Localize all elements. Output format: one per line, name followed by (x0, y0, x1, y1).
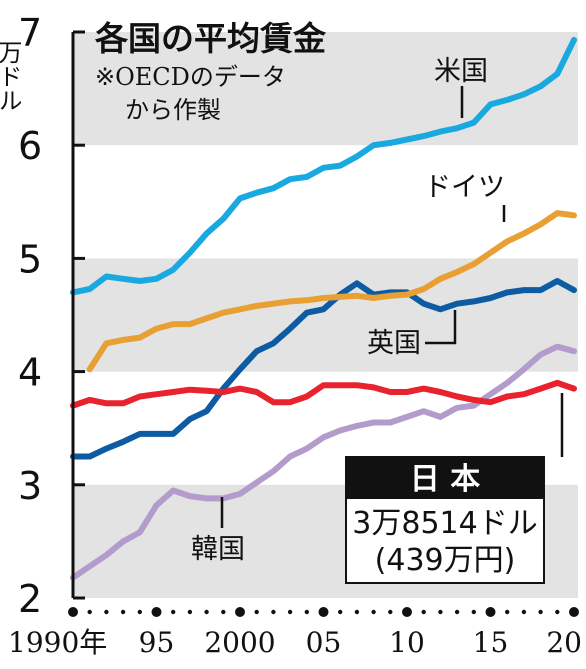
japan-callout-header (346, 457, 544, 499)
x-tick-dot-2003 (287, 609, 293, 615)
series-line-ドイツ (86, 210, 577, 373)
japan-callout-body (347, 499, 543, 582)
series-label-英国: 英国 (367, 328, 421, 359)
x-tick-label-20: 20 (546, 626, 582, 659)
x-tick-label-05: 05 (306, 626, 342, 659)
x-tick-dot-1998 (204, 609, 209, 615)
chart-title: 各国の平均賃金 (94, 19, 327, 58)
series-label-米国: 米国 (434, 56, 488, 87)
series-line-韓国 (70, 343, 577, 581)
series-label-ドイツ: ドイツ (424, 172, 505, 203)
x-tick-dot-2020 (569, 607, 579, 617)
y-tick-label-6: 6 (18, 124, 42, 168)
x-tick-label-95: 95 (139, 626, 175, 659)
x-tick-dot-1994 (137, 609, 142, 615)
series-line-米国 (70, 36, 577, 296)
series-line-英国 (70, 278, 577, 460)
y-tick-label-5: 5 (18, 237, 42, 281)
x-tick-dot-1991 (87, 609, 92, 615)
x-tick-dot-2001 (254, 609, 259, 615)
x-tick-label-2000: 2000 (204, 626, 275, 659)
x-tick-dot-2002 (271, 609, 276, 615)
japan-callout-yen: (439万円) (375, 543, 516, 578)
x-tick-dot-1990 (68, 607, 78, 617)
y-unit-label: 万ドル (0, 40, 22, 112)
x-tick-dot-2013 (454, 609, 460, 615)
x-tick-dot-1995 (151, 607, 162, 617)
x-tick-dot-2006 (338, 609, 343, 615)
y-ticks: 7 6 5 4 3 2 (18, 11, 85, 621)
x-tick-dot-2017 (521, 609, 527, 615)
x-tick-dot-2005 (318, 607, 329, 617)
y-tick-label-4: 4 (18, 351, 42, 395)
x-tick-label-10: 10 (389, 626, 425, 659)
x-tick-label-1990年: 1990年 (8, 626, 107, 659)
x-tick-dot-2007 (354, 609, 360, 615)
y-tick-label-3: 3 (18, 464, 42, 508)
x-tick-dot-1997 (187, 609, 193, 615)
x-tick-label-15: 15 (473, 626, 509, 659)
x-tick-dot-2010 (402, 607, 412, 617)
x-tick-dot-2009 (388, 609, 393, 615)
japan-callout: 日 本 3万8514ドル (439万円) (345, 456, 545, 584)
series-line-日本 (70, 379, 577, 409)
japan-callout-value: 3万8514ドル (352, 506, 537, 541)
x-tick-dot-2016 (505, 609, 510, 615)
gray-band-0 (73, 32, 578, 146)
leader-line-英国 (425, 310, 457, 345)
chart-subtitle-line-1: ※OECDのデータ (95, 63, 286, 91)
japan-callout-title: 日 本 (410, 462, 480, 497)
x-tick-dot-2000 (235, 607, 245, 617)
x-tick-dot-1993 (120, 609, 126, 615)
x-tick-dot-2014 (471, 609, 476, 615)
series-label-韓国: 韓国 (191, 534, 245, 565)
x-tick-dot-2011 (421, 609, 426, 615)
x-tick-dot-1992 (104, 609, 109, 615)
gray-band-1 (73, 258, 578, 372)
chart-subtitle-line-2: から作製 (125, 96, 221, 124)
x-tick-dot-2008 (371, 609, 376, 615)
x-tick-dot-2019 (555, 609, 560, 615)
x-tick-dot-2018 (538, 609, 543, 615)
y-tick-label-7: 7 (18, 11, 42, 55)
x-tick-dot-2004 (304, 609, 309, 615)
y-tick-label-2: 2 (18, 577, 42, 621)
x-axis: 1990年 95 2000 05 10 15 20 (8, 607, 582, 659)
x-tick-dot-1999 (221, 609, 226, 615)
japan-callout-frame (345, 456, 545, 584)
x-tick-dot-1996 (171, 609, 176, 615)
x-tick-dot-2012 (438, 609, 443, 615)
x-tick-dot-2015 (485, 607, 496, 617)
series-lines (70, 36, 577, 581)
